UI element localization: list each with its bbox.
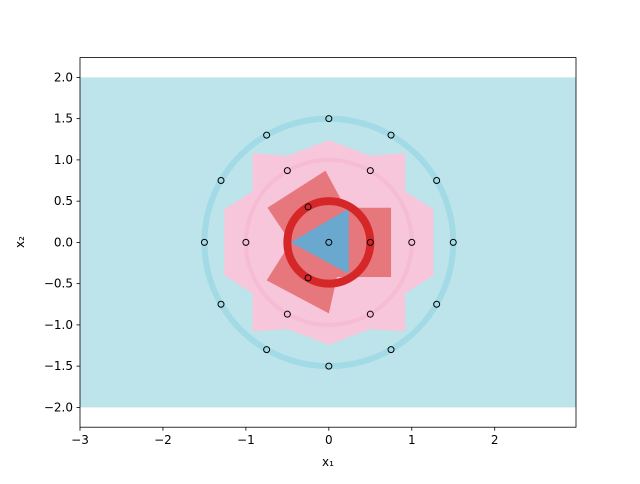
point [283,167,291,175]
x-tick-label: 2 [491,433,499,447]
y-tick-label: 2.0 [54,70,73,84]
ring [283,197,375,288]
y-tick-label: 0.5 [54,194,73,208]
point [242,238,250,246]
point [200,238,208,246]
x-tick-label: −3 [71,433,89,447]
point [366,167,374,175]
point [325,362,333,370]
point [387,346,395,354]
point [366,310,374,318]
x-tick-label: −1 [237,433,255,447]
point [408,238,416,246]
y-axis-label: x₂ [13,236,27,248]
y-tick-label: −0.5 [44,277,73,291]
point [304,203,312,211]
point [263,131,271,139]
point [387,131,395,139]
y-tick-label: 0.0 [54,235,73,249]
ring [201,115,457,370]
point [325,238,333,246]
point [217,177,225,185]
y-tick-label: −1.5 [44,359,73,373]
point [366,238,374,246]
point [449,238,457,246]
x-axis-label: x₁ [322,455,334,469]
point [263,346,271,354]
ring [243,157,414,327]
point [217,300,225,308]
point [433,300,441,308]
point [325,115,333,123]
plot-area [80,77,576,408]
x-tick-label: 0 [325,433,333,447]
point [304,274,312,282]
x-tick-label: −2 [154,433,172,447]
y-tick-label: −1.0 [44,318,73,332]
y-tick-label: 1.5 [54,112,73,126]
y-tick-label: 1.0 [54,153,73,167]
point [433,177,441,185]
y-tick-label: −2.0 [44,400,73,414]
region [290,208,349,274]
x-tick-label: 1 [408,433,416,447]
point [283,310,291,318]
